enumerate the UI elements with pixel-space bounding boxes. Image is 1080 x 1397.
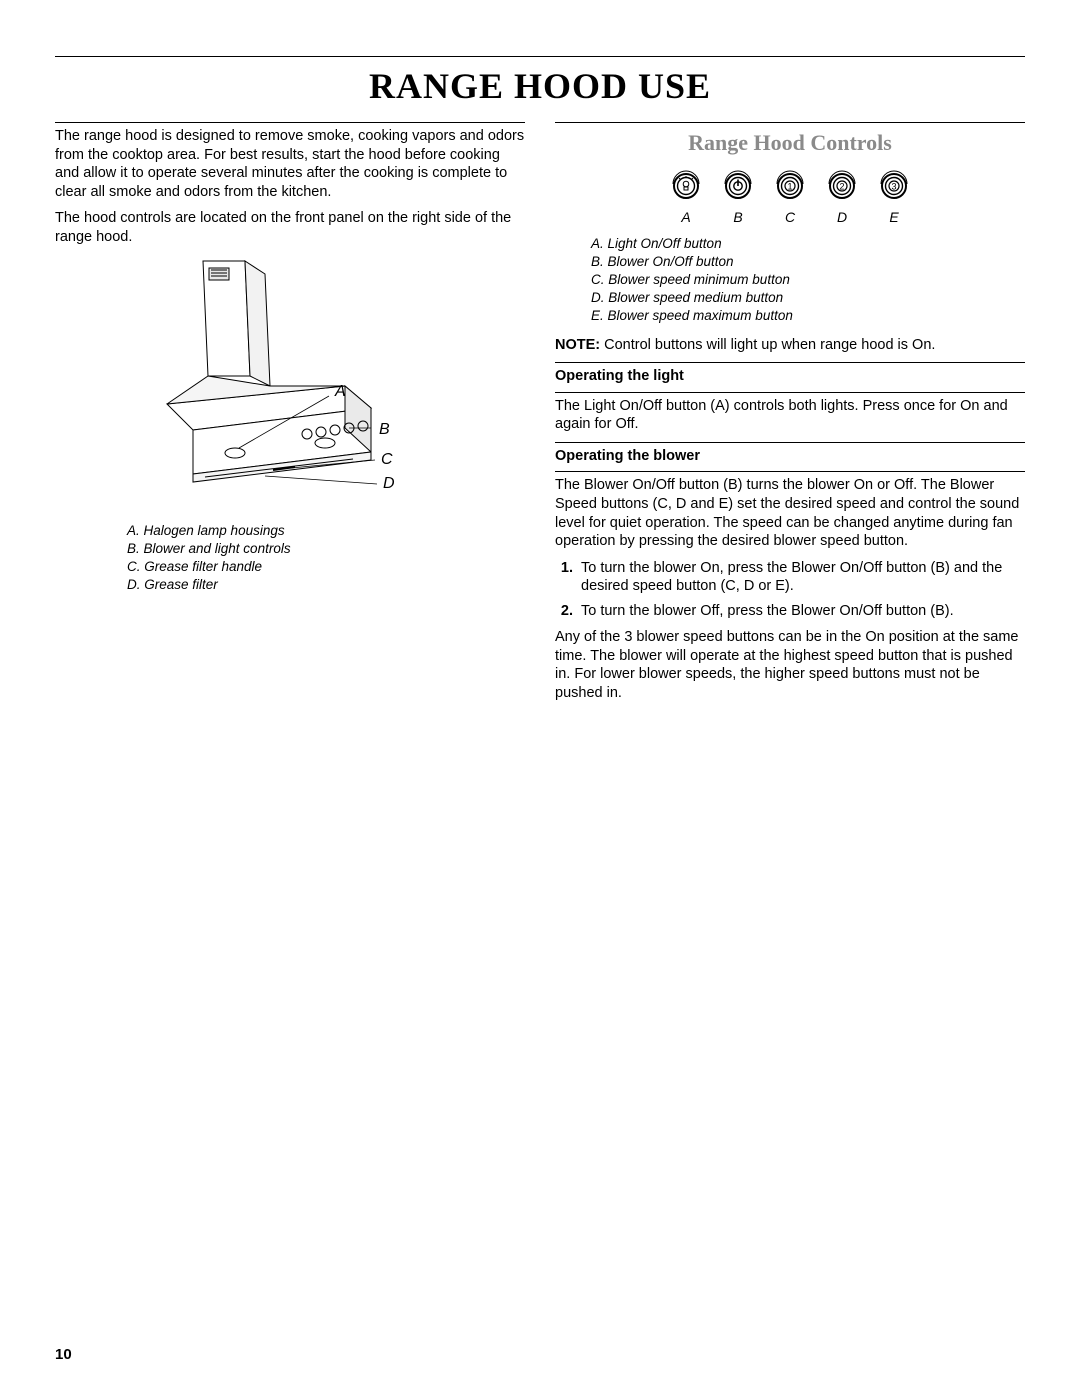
hood-figure: A B C D [95,256,525,512]
svg-text:D: D [383,475,395,492]
legend-item: D. Grease filter [127,576,525,594]
control-label: A [669,209,703,227]
section-blower-paragraph-2: Any of the 3 blower speed buttons can be… [555,628,1025,702]
note-text: Control buttons will light up when range… [600,337,935,353]
section-blower-paragraph-1: The Blower On/Off button (B) turns the b… [555,476,1025,550]
intro-paragraph-1: The range hood is designed to remove smo… [55,127,525,201]
legend-item: B. Blower On/Off button [591,253,1025,271]
svg-text:1: 1 [787,182,792,192]
svg-text:2: 2 [839,182,844,192]
col-divider [555,122,1025,123]
hood-drawing-icon: A B C D [95,256,425,506]
svg-text:C: C [381,451,393,468]
legend-item: C. Grease filter handle [127,558,525,576]
controls-row: A B [555,167,1025,226]
note-label: NOTE: [555,337,600,353]
legend-item: D. Blower speed medium button [591,289,1025,307]
control-label: C [773,209,807,227]
legend-item: B. Blower and light controls [127,540,525,558]
page-title: RANGE HOOD USE [55,65,1025,107]
top-rule [55,56,1025,57]
control-D: 2 D [825,167,859,226]
controls-legend: A. Light On/Off button B. Blower On/Off … [591,235,1025,326]
light-button-icon [669,167,703,201]
control-label: D [825,209,859,227]
page-number: 10 [55,1346,72,1363]
section-title-light: Operating the light [555,367,1025,386]
svg-text:A: A [334,383,346,400]
speed-1-button-icon: 1 [773,167,807,201]
section-rule [555,442,1025,443]
section-rule [555,392,1025,393]
col-divider [55,122,525,123]
control-label: E [877,209,911,227]
step-1: To turn the blower On, press the Blower … [577,559,1025,596]
section-title-blower: Operating the blower [555,447,1025,466]
page: RANGE HOOD USE The range hood is designe… [0,0,1080,1397]
control-C: 1 C [773,167,807,226]
columns: The range hood is designed to remove smo… [55,122,1025,710]
blower-steps: To turn the blower On, press the Blower … [577,559,1025,621]
left-column: The range hood is designed to remove smo… [55,122,525,710]
controls-heading: Range Hood Controls [555,129,1025,157]
step-2: To turn the blower Off, press the Blower… [577,602,1025,621]
note-line: NOTE: Control buttons will light up when… [555,336,1025,355]
speed-2-button-icon: 2 [825,167,859,201]
legend-item: A. Halogen lamp housings [127,522,525,540]
control-label: B [721,209,755,227]
section-rule [555,362,1025,363]
intro-paragraph-2: The hood controls are located on the fro… [55,209,525,246]
hood-figure-legend: A. Halogen lamp housings B. Blower and l… [127,522,525,595]
legend-item: C. Blower speed minimum button [591,271,1025,289]
power-button-icon [721,167,755,201]
speed-3-button-icon: 3 [877,167,911,201]
svg-text:B: B [379,421,390,438]
legend-item: E. Blower speed maximum button [591,307,1025,325]
legend-item: A. Light On/Off button [591,235,1025,253]
right-column: Range Hood Controls A [555,122,1025,710]
control-E: 3 E [877,167,911,226]
section-rule [555,471,1025,472]
control-A: A [669,167,703,226]
svg-text:3: 3 [891,182,896,192]
control-B: B [721,167,755,226]
section-light-paragraph: The Light On/Off button (A) controls bot… [555,397,1025,434]
